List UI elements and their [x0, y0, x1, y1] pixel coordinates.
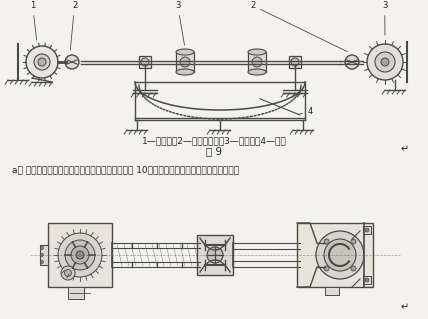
Circle shape — [65, 270, 71, 277]
Circle shape — [291, 58, 299, 66]
Ellipse shape — [176, 49, 194, 55]
Text: 图 9: 图 9 — [206, 146, 222, 156]
Circle shape — [58, 233, 102, 277]
Bar — [48, 223, 112, 287]
Circle shape — [365, 278, 369, 282]
Circle shape — [38, 58, 46, 66]
Text: 1—电动机；2—万向联轴器；3—振动器；4—幕底: 1—电动机；2—万向联轴器；3—振动器；4—幕底 — [142, 136, 286, 145]
Circle shape — [34, 54, 50, 70]
Bar — [289, 56, 301, 68]
Text: 3: 3 — [175, 1, 184, 45]
Bar — [248, 52, 266, 72]
Circle shape — [367, 44, 403, 80]
Text: ↵: ↵ — [401, 144, 409, 154]
Circle shape — [351, 239, 356, 244]
Ellipse shape — [248, 69, 266, 75]
Circle shape — [76, 251, 84, 259]
Text: 2: 2 — [250, 1, 348, 52]
Circle shape — [26, 46, 58, 78]
Ellipse shape — [248, 49, 266, 55]
Circle shape — [316, 231, 364, 279]
Bar — [139, 56, 151, 68]
Circle shape — [141, 58, 149, 66]
Circle shape — [324, 239, 356, 271]
Circle shape — [61, 266, 75, 280]
Bar — [68, 287, 84, 299]
Bar — [325, 287, 339, 295]
Ellipse shape — [65, 55, 79, 69]
Bar — [40, 245, 48, 265]
Bar — [197, 235, 233, 275]
Circle shape — [180, 57, 190, 67]
Circle shape — [351, 266, 356, 271]
Circle shape — [65, 240, 95, 270]
Text: 1: 1 — [30, 1, 37, 40]
Bar — [363, 276, 371, 284]
Text: ↵: ↵ — [401, 302, 409, 312]
Circle shape — [41, 247, 44, 249]
Circle shape — [365, 228, 369, 232]
Circle shape — [381, 58, 389, 66]
Circle shape — [375, 52, 395, 72]
Circle shape — [207, 247, 223, 263]
Circle shape — [324, 266, 329, 271]
Bar — [176, 52, 194, 72]
Bar — [363, 226, 371, 234]
Text: 2: 2 — [70, 1, 77, 50]
Circle shape — [252, 57, 262, 67]
Circle shape — [41, 261, 44, 263]
Bar — [48, 223, 112, 287]
Ellipse shape — [345, 55, 359, 69]
Circle shape — [41, 254, 44, 256]
Circle shape — [71, 246, 89, 264]
Ellipse shape — [176, 69, 194, 75]
Bar — [297, 223, 373, 287]
Circle shape — [324, 239, 329, 244]
Text: 3: 3 — [382, 1, 387, 35]
Text: 4: 4 — [298, 107, 313, 116]
Text: a） 万向联轴器：该联轴器是汽车的通用件，见图 10。该联轴器也可用于两振动器的联接；: a） 万向联轴器：该联轴器是汽车的通用件，见图 10。该联轴器也可用于两振动器的… — [12, 165, 239, 174]
